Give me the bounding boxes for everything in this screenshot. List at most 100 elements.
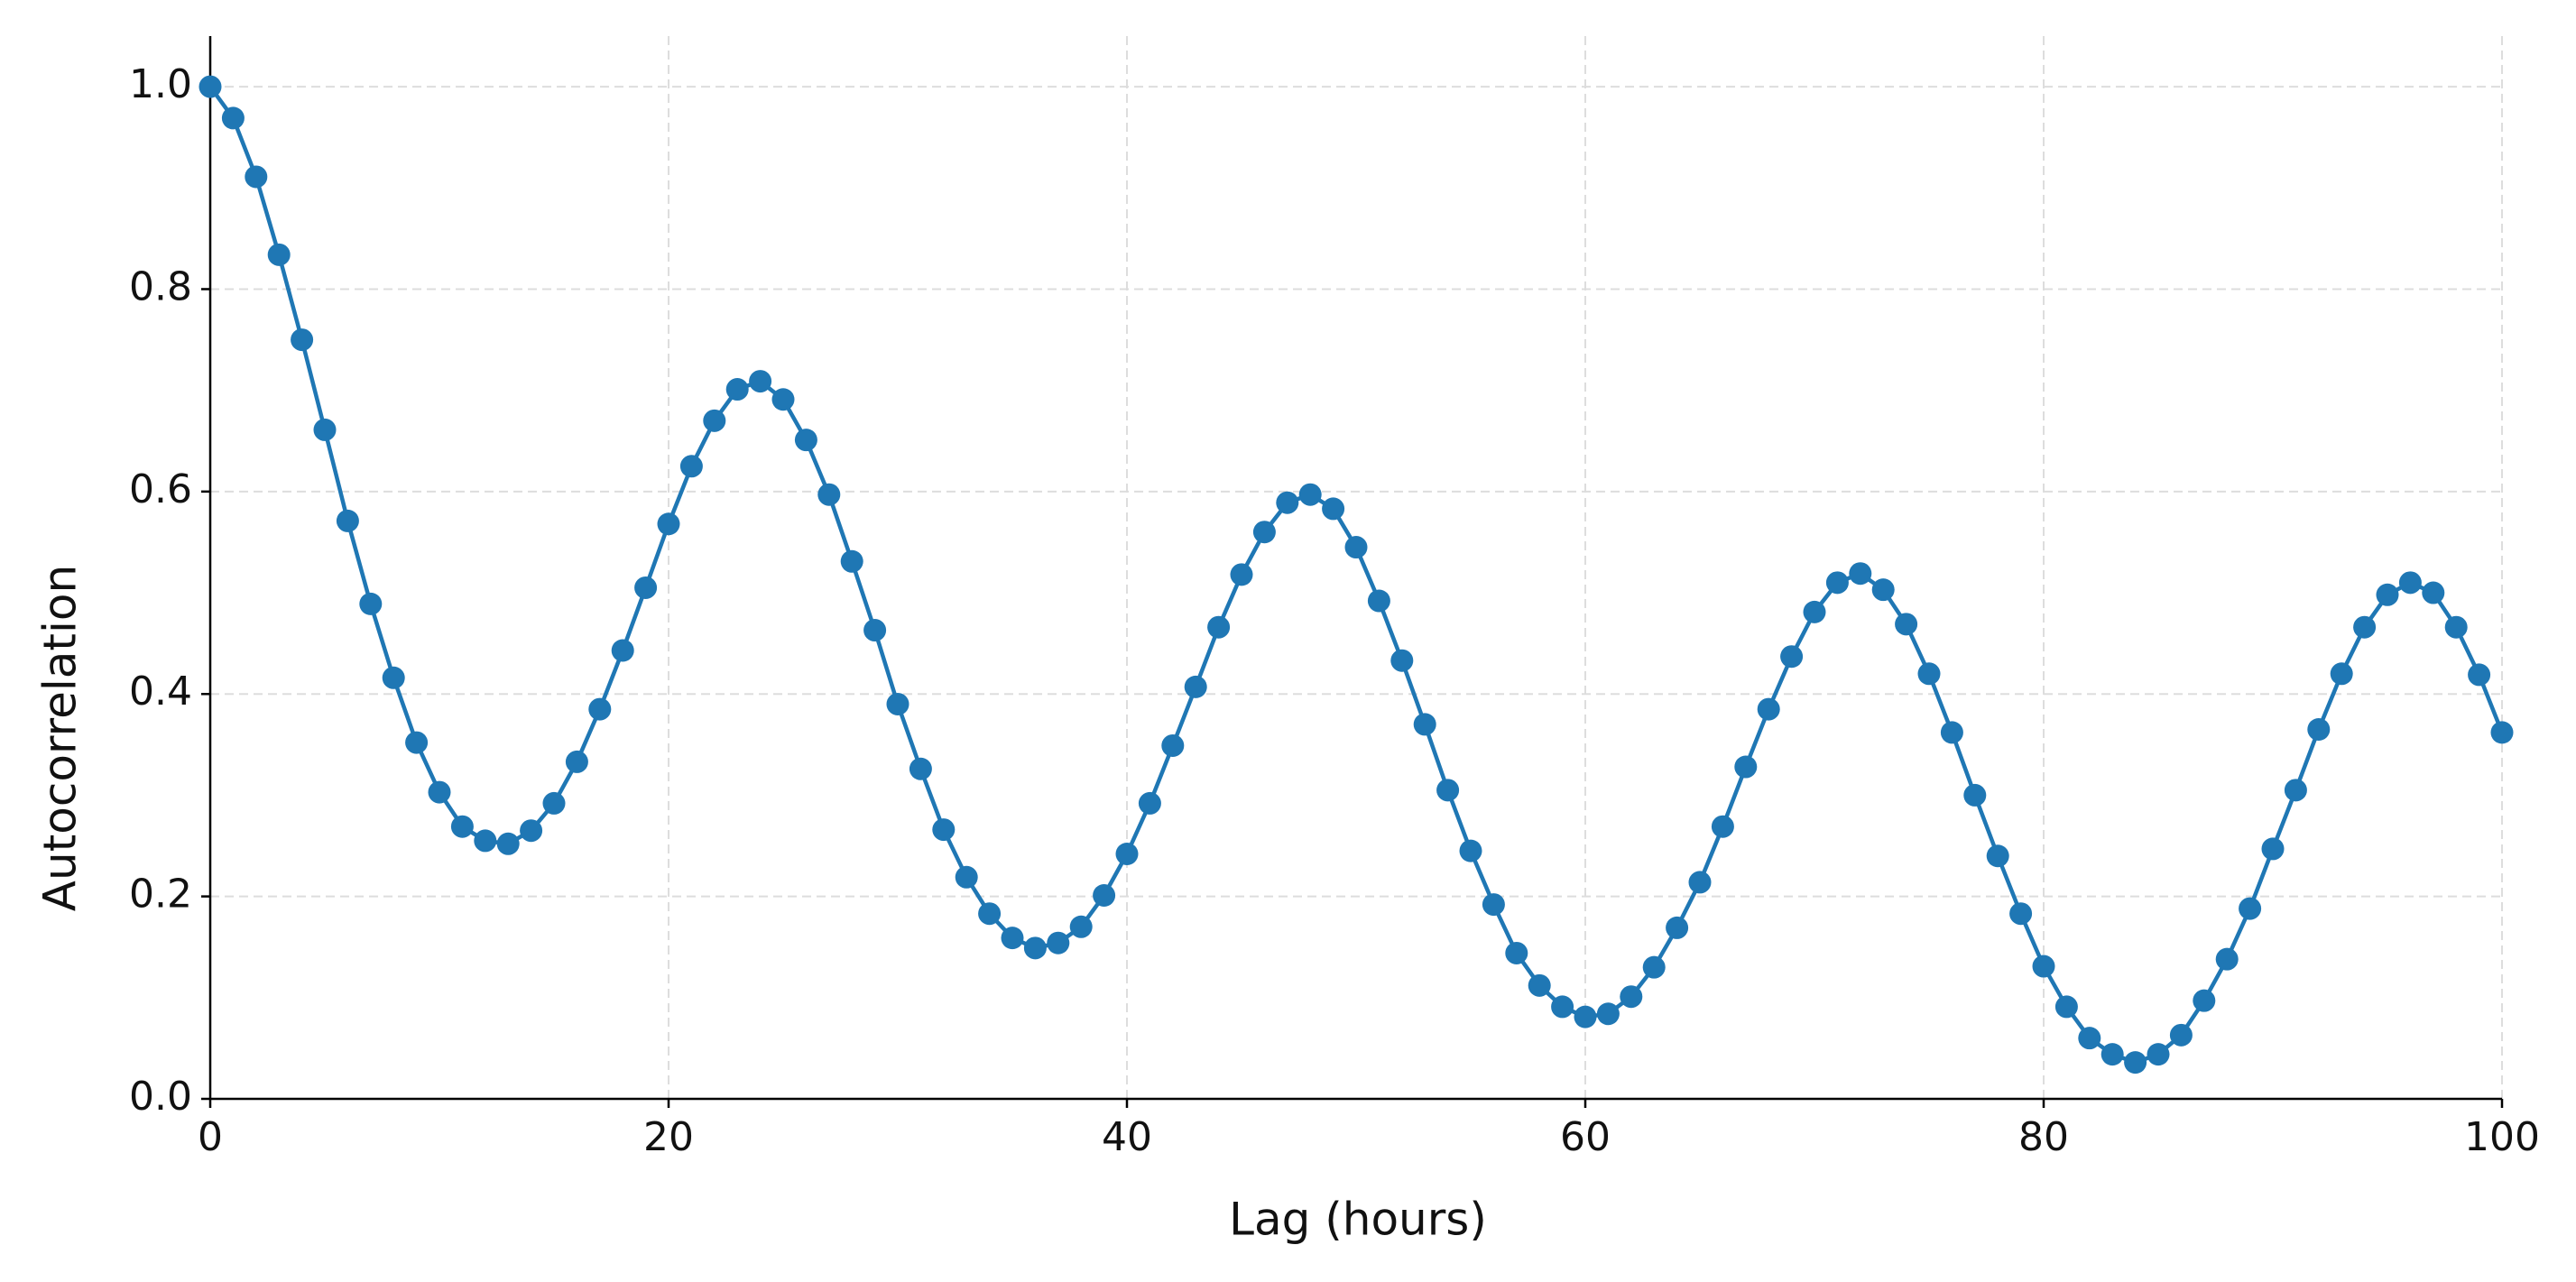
data-point (1207, 615, 1231, 639)
data-point (1596, 1002, 1620, 1026)
data-point (932, 818, 956, 842)
data-point (1917, 662, 1941, 686)
data-point (2124, 1051, 2147, 1074)
data-line (208, 85, 2505, 1065)
data-point (588, 697, 612, 721)
data-point (634, 576, 658, 599)
data-point (1757, 697, 1780, 721)
data-point (1574, 1005, 1597, 1028)
x-tick-label: 80 (2018, 1114, 2069, 1160)
data-point (2261, 837, 2285, 861)
data-point (2468, 663, 2491, 687)
data-point (2307, 718, 2331, 742)
data-point (1093, 883, 1116, 907)
y-axis-label: Autocorrelation (34, 565, 87, 911)
data-point (1459, 839, 1482, 862)
y-tick-label: 0.4 (129, 669, 192, 715)
data-point (1138, 791, 1161, 815)
data-point (794, 429, 817, 452)
data-point (405, 731, 429, 754)
data-point (978, 902, 1002, 926)
x-tick-label: 100 (2464, 1114, 2540, 1160)
data-point (2147, 1043, 2170, 1066)
data-point (1230, 563, 1253, 586)
data-point (2353, 615, 2377, 639)
data-point (496, 832, 520, 855)
data-point (840, 549, 863, 573)
data-point (771, 388, 795, 411)
data-point (2054, 995, 2078, 1019)
data-point (199, 75, 222, 98)
y-tick-label: 0.0 (129, 1074, 192, 1120)
data-point (886, 692, 909, 715)
data-point (1803, 600, 1826, 623)
data-point (725, 378, 749, 401)
data-point (2169, 1023, 2193, 1047)
data-point (359, 592, 383, 615)
data-point (1688, 871, 1712, 894)
data-point (909, 757, 932, 780)
data-point (1666, 916, 1689, 939)
data-point (611, 639, 634, 662)
data-point (1505, 941, 1528, 964)
data-point (2078, 1027, 2101, 1050)
data-point (1023, 936, 1047, 960)
data-point (2444, 615, 2468, 639)
data-point (1895, 613, 1918, 636)
data-point (382, 666, 405, 689)
data-point (1252, 521, 1276, 544)
data-point (520, 819, 543, 843)
data-point (1871, 578, 1895, 602)
data-point (1298, 483, 1322, 506)
x-tick-label: 60 (1560, 1114, 1611, 1160)
data-point (2193, 989, 2216, 1012)
y-tick-label: 0.2 (129, 872, 192, 918)
data-point (1344, 536, 1368, 559)
data-point (2490, 721, 2514, 744)
data-point (313, 418, 337, 441)
data-point (1963, 783, 1987, 807)
data-point (2376, 583, 2399, 606)
y-tick-label: 0.6 (129, 466, 192, 512)
data-point (817, 483, 841, 506)
data-point (1642, 955, 1666, 979)
data-point (1322, 497, 1345, 521)
data-point (1115, 842, 1139, 865)
data-point (1711, 815, 1734, 838)
data-point (1825, 571, 1849, 595)
data-point (2009, 902, 2033, 926)
data-point (1986, 844, 2009, 868)
x-tick-label: 0 (198, 1114, 223, 1160)
data-point (1620, 985, 1643, 1009)
data-point (2215, 947, 2239, 971)
data-point (863, 619, 887, 642)
data-point (542, 791, 566, 815)
data-point (1276, 491, 1299, 514)
data-point (1528, 973, 1551, 997)
data-point (1436, 779, 1460, 802)
data-point (1047, 931, 1070, 955)
data-point (2422, 581, 2445, 604)
data-point (679, 455, 703, 478)
data-point (2032, 955, 2055, 978)
data-point (2284, 779, 2307, 802)
data-point (291, 328, 314, 352)
y-tick-label: 1.0 (129, 61, 192, 107)
data-point (2239, 897, 2262, 920)
data-point (1551, 995, 1574, 1019)
data-point (2101, 1043, 2124, 1066)
data-point (474, 829, 497, 853)
data-point (1161, 733, 1185, 757)
data-point (2398, 571, 2422, 595)
data-point (267, 243, 291, 266)
data-point (1482, 893, 1505, 917)
data-point (565, 750, 588, 773)
data-point (245, 165, 268, 189)
data-point (221, 106, 245, 130)
data-point (1390, 649, 1414, 672)
x-tick-label: 20 (643, 1114, 694, 1160)
data-point (450, 815, 474, 838)
data-point (2330, 662, 2353, 686)
y-tick-label: 0.8 (129, 263, 192, 309)
data-point (1001, 927, 1024, 950)
